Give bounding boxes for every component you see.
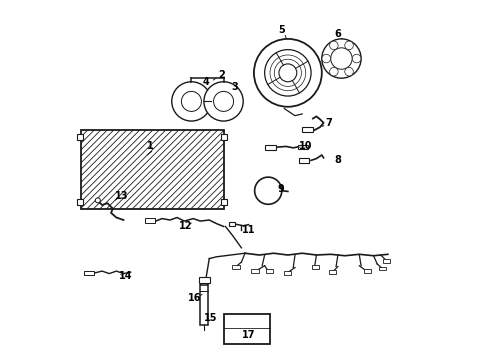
- Circle shape: [330, 67, 338, 76]
- Bar: [302, 127, 313, 132]
- Bar: [298, 145, 308, 149]
- Circle shape: [279, 64, 297, 82]
- Text: 10: 10: [299, 141, 313, 151]
- Bar: [81, 130, 223, 208]
- Bar: [221, 134, 227, 140]
- Circle shape: [330, 41, 338, 50]
- Text: 11: 11: [242, 225, 255, 235]
- Bar: [266, 269, 273, 273]
- Bar: [329, 270, 337, 274]
- Bar: [221, 199, 227, 205]
- Circle shape: [265, 50, 311, 96]
- Text: 12: 12: [179, 221, 193, 231]
- Bar: [200, 285, 208, 325]
- Text: 6: 6: [335, 28, 341, 39]
- Text: 17: 17: [242, 330, 255, 341]
- Bar: [232, 265, 240, 269]
- Bar: [77, 199, 83, 205]
- Circle shape: [345, 67, 353, 76]
- Text: 16: 16: [188, 293, 202, 303]
- Circle shape: [331, 48, 352, 69]
- Bar: [223, 314, 270, 344]
- Text: 3: 3: [231, 82, 238, 92]
- Bar: [83, 271, 94, 275]
- Bar: [383, 259, 391, 263]
- Bar: [229, 222, 235, 226]
- Circle shape: [181, 91, 201, 111]
- Bar: [77, 134, 83, 140]
- Bar: [251, 269, 259, 273]
- Text: 2: 2: [219, 69, 225, 80]
- Bar: [379, 267, 387, 270]
- Text: 1: 1: [147, 141, 154, 151]
- Bar: [284, 271, 292, 275]
- Circle shape: [96, 198, 100, 203]
- Circle shape: [322, 54, 331, 63]
- Bar: [145, 218, 155, 223]
- Bar: [298, 158, 309, 163]
- Circle shape: [204, 82, 243, 121]
- Circle shape: [172, 82, 211, 121]
- Circle shape: [214, 91, 234, 111]
- Bar: [364, 269, 371, 273]
- Bar: [198, 277, 210, 283]
- Text: 9: 9: [277, 184, 284, 194]
- Bar: [266, 145, 276, 150]
- Text: 15: 15: [204, 312, 218, 323]
- Text: 7: 7: [325, 118, 332, 128]
- Text: 4: 4: [202, 77, 209, 87]
- Text: 8: 8: [335, 156, 342, 165]
- Text: 14: 14: [119, 271, 132, 282]
- Circle shape: [322, 39, 361, 78]
- Text: 13: 13: [115, 191, 128, 201]
- Text: 5: 5: [278, 25, 285, 35]
- Circle shape: [345, 41, 353, 50]
- Circle shape: [254, 39, 322, 107]
- Bar: [312, 265, 319, 269]
- Circle shape: [352, 54, 361, 63]
